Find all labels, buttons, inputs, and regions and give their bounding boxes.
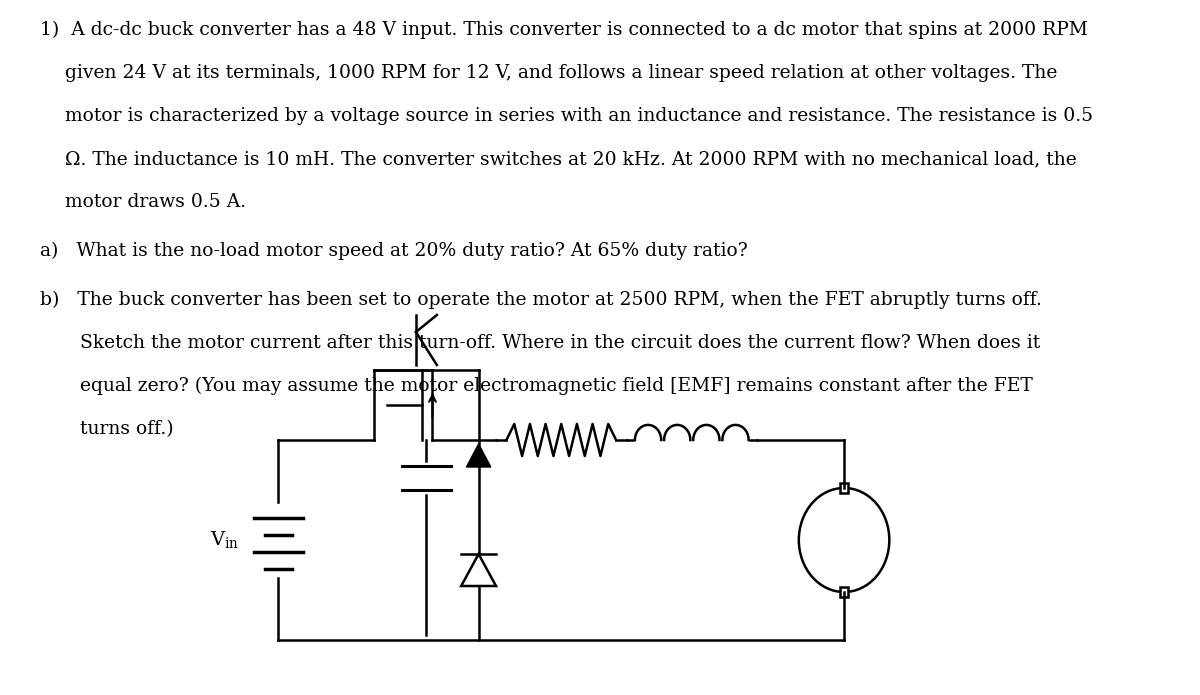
Text: b)   The buck converter has been set to operate the motor at 2500 RPM, when the : b) The buck converter has been set to op… xyxy=(40,291,1042,309)
Text: Ω. The inductance is 10 mH. The converter switches at 20 kHz. At 2000 RPM with n: Ω. The inductance is 10 mH. The converte… xyxy=(65,150,1076,168)
FancyBboxPatch shape xyxy=(840,483,848,493)
Text: 1)  A dc-dc buck converter has a 48 V input. This converter is connected to a dc: 1) A dc-dc buck converter has a 48 V inp… xyxy=(40,21,1087,39)
Polygon shape xyxy=(467,444,491,467)
Text: turns off.): turns off.) xyxy=(80,420,174,438)
Text: given 24 V at its terminals, 1000 RPM for 12 V, and follows a linear speed relat: given 24 V at its terminals, 1000 RPM fo… xyxy=(65,64,1057,82)
Text: a)   What is the no-load motor speed at 20% duty ratio? At 65% duty ratio?: a) What is the no-load motor speed at 20… xyxy=(40,242,748,260)
Text: motor is characterized by a voltage source in series with an inductance and resi: motor is characterized by a voltage sour… xyxy=(65,107,1093,125)
Text: Sketch the motor current after this turn-off. Where in the circuit does the curr: Sketch the motor current after this turn… xyxy=(80,334,1040,352)
Polygon shape xyxy=(461,554,496,586)
Text: motor draws 0.5 A.: motor draws 0.5 A. xyxy=(65,193,246,211)
Text: V$_{\mathregular{in}}$: V$_{\mathregular{in}}$ xyxy=(210,530,239,550)
FancyBboxPatch shape xyxy=(840,587,848,597)
Text: equal zero? (You may assume the motor electromagnetic field [EMF] remains consta: equal zero? (You may assume the motor el… xyxy=(80,377,1033,395)
